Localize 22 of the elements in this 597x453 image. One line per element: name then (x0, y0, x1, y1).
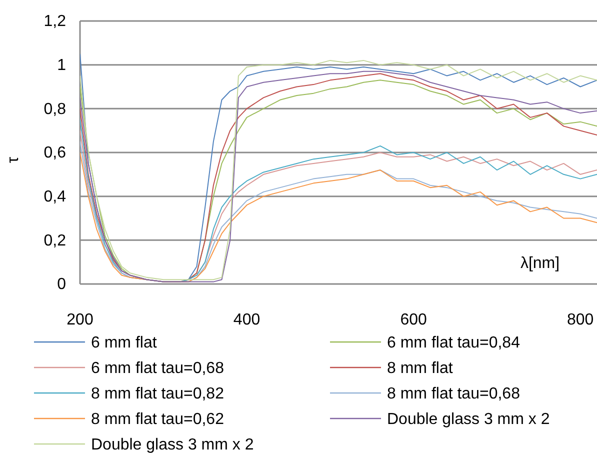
y-axis-title: τ (5, 156, 22, 164)
legend-label: Double glass 3 mm x 2 (91, 436, 254, 453)
y-tick-label: 1,2 (44, 13, 66, 30)
y-tick-label: 0 (57, 276, 66, 294)
legend-label: 6 mm flat tau=0,84 (387, 334, 520, 352)
y-tick-label: 0,6 (44, 144, 66, 162)
x-tick-label: 600 (400, 311, 427, 328)
y-tick-label: 1 (57, 56, 66, 74)
legend-label: 8 mm flat tau=0,68 (387, 386, 520, 402)
x-tick-label: 400 (233, 311, 260, 328)
legend-label: Double glass 3 mm x 2 (387, 411, 550, 428)
legend-label: 8 mm flat tau=0,82 (91, 386, 224, 402)
legend-label: 8 mm flat (387, 360, 454, 377)
y-tick-label: 0,4 (44, 188, 66, 206)
x-tick-label: 800 (566, 311, 594, 328)
x-axis-title: λ[nm] (520, 255, 560, 272)
x-tick-label: 200 (66, 311, 94, 328)
y-tick-label: 0,2 (44, 232, 66, 250)
legend-label: 6 mm flat tau=0,68 (91, 360, 224, 377)
legend-label: 8 mm flat tau=0,62 (91, 411, 224, 428)
legend-label: 6 mm flat (91, 334, 158, 352)
y-tick-label: 0,8 (44, 100, 66, 118)
